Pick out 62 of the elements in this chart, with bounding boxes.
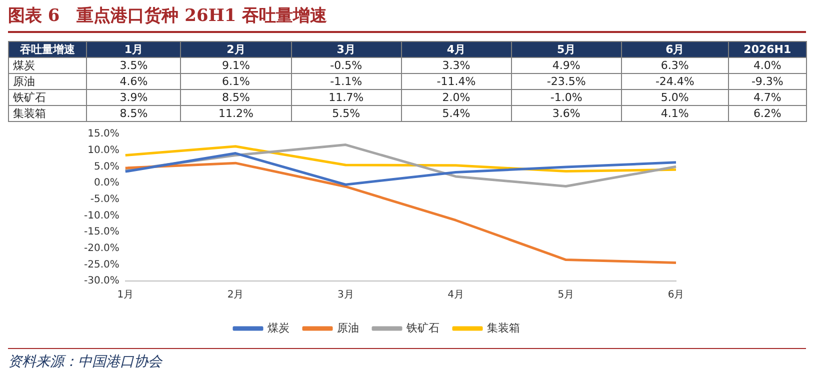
- legend-label: 集装箱: [487, 321, 520, 334]
- data-label: 3.6%: [511, 106, 622, 122]
- category-label: 2月: [226, 43, 246, 56]
- data-label: 5.5%: [291, 106, 402, 122]
- text: 集装箱: [13, 107, 46, 120]
- data-label: 4.1%: [621, 106, 728, 122]
- category-label: 6月: [666, 43, 684, 56]
- x-tick-label: 6月: [668, 290, 684, 301]
- legend-label: 煤炭: [268, 321, 290, 334]
- y-tick-label: 15.0%: [88, 128, 120, 140]
- chart-title: 图表 6 重点港口货种 26H1 吞吐量增速: [8, 4, 806, 33]
- data-label: 11.7%: [291, 90, 402, 106]
- y-tick-label: -30.0%: [84, 276, 120, 287]
- data-label: 3.9%: [86, 90, 181, 106]
- text: 煤炭: [13, 59, 35, 72]
- text: 吞吐量增速: [8, 42, 86, 58]
- x-tick-label: 5月: [558, 290, 574, 301]
- data-label: -11.4%: [401, 74, 512, 90]
- data-label: -24.4%: [621, 74, 728, 90]
- y-tick-label: -25.0%: [84, 259, 120, 270]
- data-label: 4.6%: [86, 74, 181, 90]
- data-label: 9.1%: [180, 58, 292, 74]
- x-tick-label: 3月: [337, 290, 354, 301]
- x-tick-label: 2月: [227, 290, 244, 301]
- data-label: 4.9%: [511, 58, 622, 74]
- x-tick-label: 4月: [448, 290, 464, 301]
- data-label: 11.2%: [180, 106, 292, 122]
- data-label: 6.3%: [621, 58, 728, 74]
- text: 原油: [13, 75, 35, 88]
- data-label: 2.0%: [401, 90, 512, 106]
- data-label: 3.5%: [86, 58, 181, 74]
- category-label: 5月: [556, 43, 576, 56]
- data-label: 5.4%: [401, 106, 512, 122]
- text: 4.0%: [728, 58, 806, 74]
- data-label: 8.5%: [86, 106, 181, 122]
- y-tick-label: -5.0%: [90, 194, 120, 205]
- legend-label: 原油: [337, 321, 359, 334]
- legend-label: 铁矿石: [406, 321, 440, 334]
- data-label: 5.0%: [621, 90, 728, 106]
- data-label: 6.1%: [180, 74, 292, 90]
- category-label: 1月: [124, 43, 144, 56]
- data-label: -0.5%: [291, 58, 402, 74]
- text: -9.3%: [728, 74, 806, 90]
- text: 2026H1: [728, 42, 806, 58]
- x-tick-label: 1月: [117, 290, 134, 301]
- y-tick-label: -15.0%: [84, 226, 120, 238]
- y-tick-label: -10.0%: [84, 210, 120, 222]
- text: 4.7%: [728, 90, 806, 106]
- data-label: -1.0%: [511, 90, 622, 106]
- y-tick-label: 0.0%: [94, 178, 120, 189]
- text: 6.2%: [728, 106, 806, 122]
- data-label: -23.5%: [511, 74, 622, 90]
- text: 资料来源：中国港口协会: [8, 348, 806, 371]
- y-tick-label: -20.0%: [84, 242, 120, 254]
- y-tick-label: 5.0%: [94, 161, 120, 172]
- data-label: -1.1%: [291, 74, 402, 90]
- y-tick-label: 10.0%: [88, 144, 120, 156]
- category-label: 4月: [446, 43, 466, 56]
- data-label: 8.5%: [180, 90, 292, 106]
- category-label: 3月: [336, 43, 356, 56]
- data-label: 3.3%: [401, 58, 512, 74]
- text: 铁矿石: [13, 91, 46, 104]
